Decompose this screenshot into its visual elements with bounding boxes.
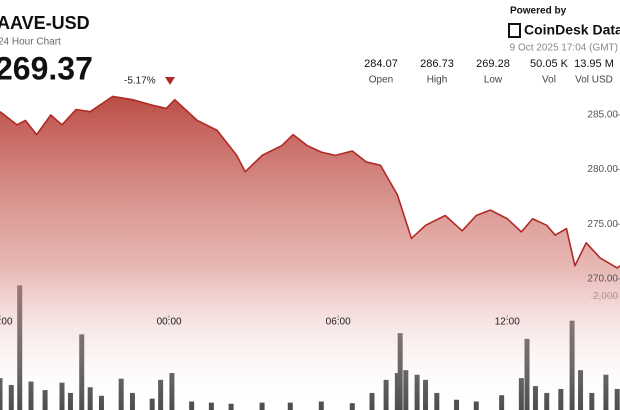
y-tick-label: 285.00 [587, 110, 618, 121]
stat-label: Open [369, 75, 393, 86]
change: -5.17% [124, 76, 156, 87]
x-tick-label: 18:00 [0, 317, 13, 328]
down-arrow [165, 77, 175, 85]
stat-value: 286.73 [420, 58, 454, 70]
x-tick-label: 00:00 [157, 317, 182, 328]
stat-label: High [427, 75, 448, 86]
stat-value: 50.05 K [530, 58, 569, 70]
y-tick-label: 270.00 [587, 274, 618, 285]
stat-value: 13.95 M [574, 58, 614, 70]
y-tick-label: 280.00 [587, 164, 618, 175]
date: 9 Oct 2025 17:04 (GMT) [510, 43, 618, 54]
brand: CoinDesk Data [524, 22, 620, 38]
stat-label: Vol USD [575, 75, 613, 86]
powered-by: Powered by [510, 6, 567, 17]
stat-value: 269.28 [476, 58, 510, 70]
stat-value: 284.07 [364, 58, 398, 70]
brand-icon [508, 23, 521, 38]
x-tick-label: 06:00 [326, 317, 351, 328]
stat-label: Vol [542, 75, 556, 86]
price-area [0, 96, 620, 410]
title: AAVE-USD [0, 13, 90, 33]
price: 269.37 [0, 50, 93, 86]
price-line [0, 95, 620, 269]
y-tick-label: 275.00 [587, 219, 618, 230]
stat-label: Low [484, 75, 503, 86]
x-tick-label: 12:00 [495, 317, 520, 328]
subtitle: 24 Hour Chart [0, 37, 61, 48]
